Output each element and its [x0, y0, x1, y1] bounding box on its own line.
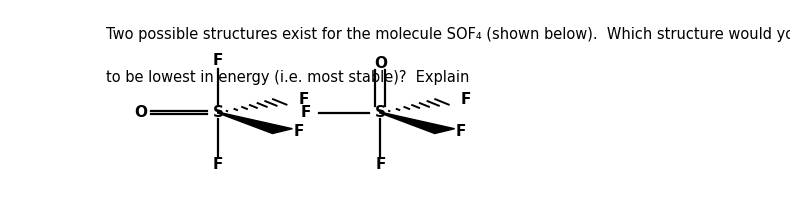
Text: F: F — [300, 105, 311, 120]
Text: F: F — [213, 53, 224, 68]
Polygon shape — [379, 112, 454, 134]
Text: S: S — [375, 105, 386, 120]
Text: F: F — [213, 157, 224, 172]
Text: O: O — [374, 56, 387, 71]
Text: S: S — [213, 105, 224, 120]
Text: F: F — [299, 92, 309, 107]
Text: Two possible structures exist for the molecule SOF₄ (shown below).  Which struct: Two possible structures exist for the mo… — [106, 27, 790, 42]
Text: F: F — [375, 157, 386, 172]
Polygon shape — [217, 112, 292, 134]
Text: F: F — [461, 92, 472, 107]
Text: to be lowest in energy (i.e. most stable)?  Explain: to be lowest in energy (i.e. most stable… — [106, 71, 469, 85]
Text: O: O — [134, 105, 147, 120]
Text: F: F — [456, 124, 466, 139]
Text: F: F — [294, 124, 304, 139]
